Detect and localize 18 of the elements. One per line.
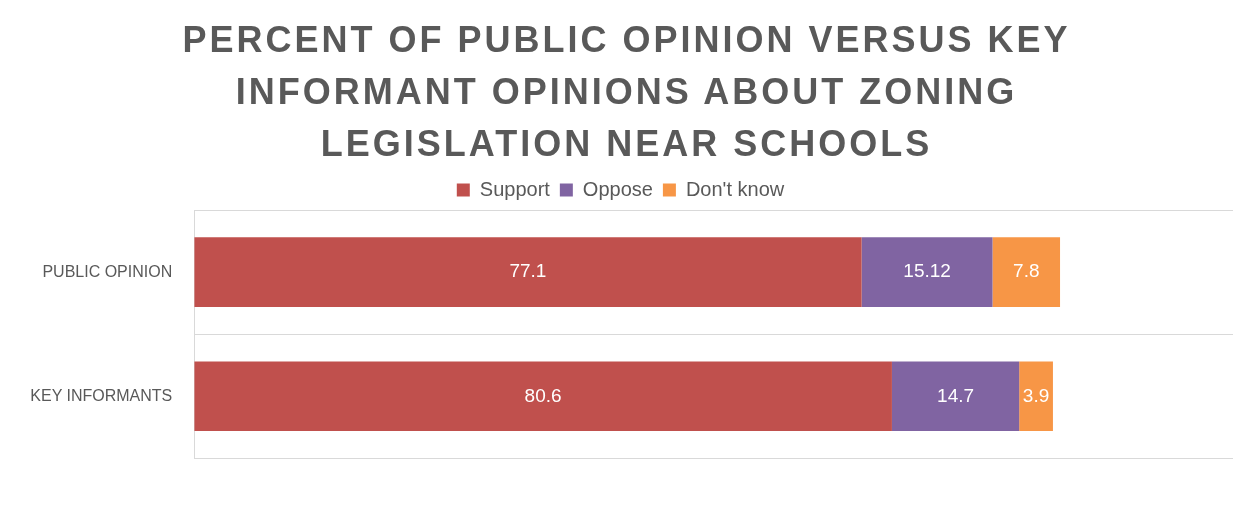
bar [861,237,993,307]
bar [992,237,1061,307]
y-tick-label: PUBLIC OPINION [42,262,173,280]
bar [194,361,892,432]
bar [194,237,862,307]
data-label: 15.12 [903,260,951,282]
data-label: 14.7 [937,384,975,406]
data-label: 77.1 [509,260,547,282]
data-label: 3.9 [1022,384,1050,406]
data-label: 80.6 [524,384,562,406]
legend-label: Oppose [582,177,653,200]
chart-title: PERCENT OF PUBLIC OPINION VERSUS KEY INFORMANT OPINIONS ABOUT ZONING LEGISLATION NEAR SCHOOLS [181,18,1072,166]
legend-label: Don't know [685,177,785,200]
legend-label: Support [479,177,551,200]
y-tick-label: KEY INFORMANTS [30,386,173,404]
bar [1019,361,1053,432]
data-label: 7.8 [1013,260,1040,282]
bar [891,361,1020,432]
